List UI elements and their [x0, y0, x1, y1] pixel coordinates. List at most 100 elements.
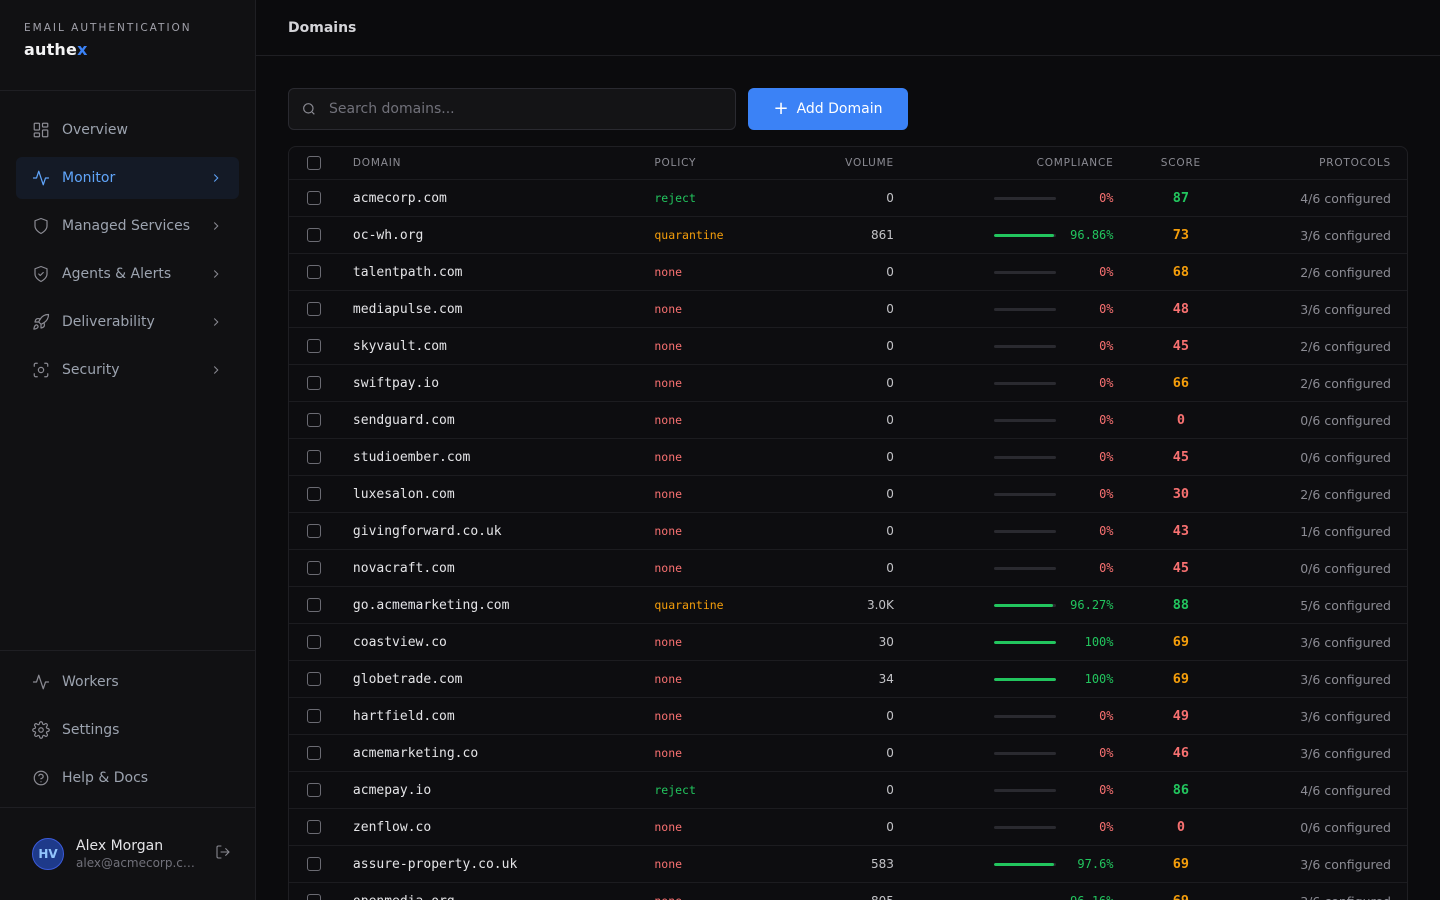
- row-checkbox[interactable]: [307, 450, 321, 464]
- row-checkbox[interactable]: [307, 228, 321, 242]
- domain-name[interactable]: talentpath.com: [352, 264, 463, 280]
- compliance-bar: [993, 418, 1056, 422]
- sidebar-item-agents-and-alerts[interactable]: Agents & Alerts: [16, 253, 239, 295]
- row-checkbox[interactable]: [307, 894, 321, 900]
- row-checkbox[interactable]: [307, 783, 321, 797]
- row-checkbox-cell: [289, 524, 353, 538]
- table-row[interactable]: studioember.com none 0 0% 45 0/6 configured: [289, 439, 1407, 476]
- row-checkbox[interactable]: [307, 672, 321, 686]
- compliance-bar: [993, 677, 1056, 681]
- row-checkbox[interactable]: [307, 524, 321, 538]
- column-header-volume[interactable]: VOLUME: [845, 157, 894, 169]
- sidebar-item-settings[interactable]: Settings: [16, 709, 239, 751]
- table-row[interactable]: sendguard.com none 0 0% 0 0/6 configured: [289, 402, 1407, 439]
- table-row[interactable]: skyvault.com none 0 0% 45 2/6 configured: [289, 328, 1407, 365]
- domain-name[interactable]: luxesalon.com: [352, 486, 455, 502]
- column-header-protocols[interactable]: PROTOCOLS: [1319, 157, 1391, 169]
- domain-name[interactable]: studioember.com: [352, 449, 471, 465]
- sidebar-item-label: Monitor: [62, 170, 116, 186]
- domain-name[interactable]: acmemarketing.co: [352, 745, 479, 761]
- domain-name[interactable]: novacraft.com: [352, 560, 455, 576]
- table-row[interactable]: globetrade.com none 34 100% 69 3/6 configured: [289, 661, 1407, 698]
- sidebar-item-overview[interactable]: Overview: [16, 109, 239, 151]
- row-checkbox[interactable]: [307, 413, 321, 427]
- table-row[interactable]: mediapulse.com none 0 0% 48 3/6 configured: [289, 291, 1407, 328]
- score-value: 49: [1172, 708, 1190, 724]
- domain-name[interactable]: mediapulse.com: [352, 301, 463, 317]
- row-checkbox[interactable]: [307, 339, 321, 353]
- table-row[interactable]: talentpath.com none 0 0% 68 2/6 configured: [289, 254, 1407, 291]
- protocols-value: 3/6 configured: [1300, 634, 1391, 650]
- table-row[interactable]: hartfield.com none 0 0% 49 3/6 configured: [289, 698, 1407, 735]
- table-row[interactable]: luxesalon.com none 0 0% 30 2/6 configured: [289, 476, 1407, 513]
- score-value: 0: [1176, 412, 1185, 428]
- column-header-score[interactable]: SCORE: [1160, 157, 1201, 169]
- table-row[interactable]: givingforward.co.uk none 0 0% 43 1/6 configur…: [289, 513, 1407, 550]
- row-checkbox[interactable]: [307, 746, 321, 760]
- policy-value: none: [654, 450, 683, 464]
- compliance-bar: [993, 492, 1056, 496]
- sidebar-item-managed-services[interactable]: Managed Services: [16, 205, 239, 247]
- sidebar-item-deliverability[interactable]: Deliverability: [16, 301, 239, 343]
- row-checkbox[interactable]: [307, 635, 321, 649]
- table-row[interactable]: acmecorp.com reject 0 0% 87 4/6 configured: [289, 180, 1407, 217]
- row-checkbox[interactable]: [307, 820, 321, 834]
- column-header-compliance[interactable]: COMPLIANCE: [1036, 157, 1114, 169]
- table-row[interactable]: go.acmemarketing.com quarantine 3.0K 96.27%…: [289, 587, 1407, 624]
- table-row[interactable]: swiftpay.io none 0 0% 66 2/6 configured: [289, 365, 1407, 402]
- sidebar-item-help-and-docs[interactable]: Help & Docs: [16, 757, 239, 799]
- domain-name[interactable]: sendguard.com: [352, 412, 455, 428]
- domain-name[interactable]: skyvault.com: [352, 338, 447, 354]
- domain-name[interactable]: acmecorp.com: [352, 190, 447, 206]
- row-checkbox[interactable]: [307, 561, 321, 575]
- row-checkbox-cell: [289, 598, 353, 612]
- table-row[interactable]: openmedia.orgnone805 96.16%693/6 configur…: [289, 883, 1407, 900]
- row-checkbox[interactable]: [307, 857, 321, 871]
- domain-name[interactable]: swiftpay.io: [352, 375, 440, 391]
- table-row[interactable]: oc-wh.org quarantine 861 96.86% 73 3/6 config…: [289, 217, 1407, 254]
- compliance-cell: 0%: [894, 783, 1114, 797]
- search-box[interactable]: [288, 88, 736, 130]
- compliance-cell: 0%: [894, 561, 1114, 575]
- row-checkbox[interactable]: [307, 265, 321, 279]
- domain-name[interactable]: go.acmemarketing.com: [352, 597, 510, 613]
- table-row[interactable]: zenflow.co none 0 0% 0 0/6 configured: [289, 809, 1407, 846]
- domain-name[interactable]: assure-property.co.uk: [352, 856, 518, 872]
- avatar[interactable]: HV: [32, 838, 64, 870]
- domain-name[interactable]: hartfield.com: [352, 708, 455, 724]
- row-checkbox[interactable]: [307, 376, 321, 390]
- policy-value: reject: [654, 191, 696, 205]
- select-all-checkbox[interactable]: [307, 156, 321, 170]
- search-input[interactable]: [329, 101, 709, 117]
- row-checkbox[interactable]: [307, 302, 321, 316]
- sidebar-item-monitor[interactable]: Monitor: [16, 157, 239, 199]
- sidebar-item-workers[interactable]: Workers: [16, 661, 239, 703]
- table-row[interactable]: novacraft.com none 0 0% 45 0/6 configured: [289, 550, 1407, 587]
- domain-name[interactable]: zenflow.co: [352, 819, 432, 835]
- domain-name[interactable]: oc-wh.org: [352, 227, 424, 243]
- sidebar-nav-bottom: Workers Settings Help & Docs: [0, 650, 255, 805]
- table-row[interactable]: assure-property.co.uk none 583 97.6% 69 3/6 c…: [289, 846, 1407, 883]
- compliance-cell: 97.6%: [894, 857, 1114, 871]
- domain-name[interactable]: globetrade.com: [352, 671, 463, 687]
- row-checkbox[interactable]: [307, 598, 321, 612]
- table-row[interactable]: acmepay.io reject 0 0% 86 4/6 configured: [289, 772, 1407, 809]
- row-checkbox[interactable]: [307, 709, 321, 723]
- column-header-policy[interactable]: POLICY: [654, 157, 697, 169]
- domain-name[interactable]: coastview.co: [352, 634, 447, 650]
- table-row[interactable]: coastview.co none 30 100% 69 3/6 configured: [289, 624, 1407, 661]
- domain-name[interactable]: openmedia.org: [353, 894, 654, 900]
- table-row[interactable]: acmemarketing.co none 0 0% 46 3/6 configured: [289, 735, 1407, 772]
- compliance-bar-fill: [993, 862, 1055, 866]
- sidebar-item-security[interactable]: Security: [16, 349, 239, 391]
- domain-name[interactable]: acmepay.io: [352, 782, 432, 798]
- score-value: 45: [1172, 560, 1190, 576]
- column-header-domain[interactable]: DOMAIN: [352, 157, 402, 169]
- row-checkbox[interactable]: [307, 191, 321, 205]
- add-domain-button[interactable]: + Add Domain: [748, 88, 908, 130]
- row-checkbox[interactable]: [307, 487, 321, 501]
- volume-value: 30: [878, 635, 894, 649]
- domain-name[interactable]: givingforward.co.uk: [352, 523, 502, 539]
- logout-icon[interactable]: [215, 844, 231, 864]
- brand-logo[interactable]: authex: [24, 40, 231, 59]
